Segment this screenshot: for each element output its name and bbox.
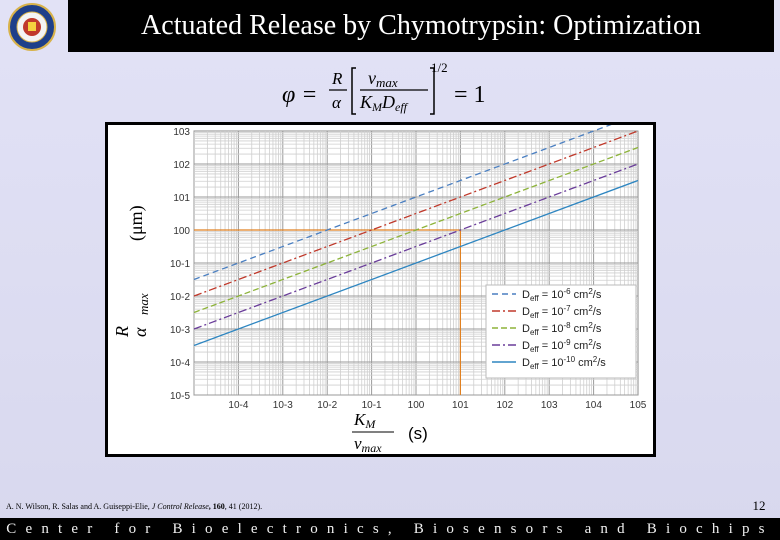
y-tick-label: 10-3 — [170, 325, 190, 336]
series-line-4 — [193, 163, 639, 330]
svg-text:(s): (s) — [408, 424, 428, 443]
legend-entry: Deff = 10-7 cm2/s — [522, 304, 602, 320]
svg-text:(μm): (μm) — [126, 205, 147, 241]
footer-bar: Center for Bioelectronics, Biosensors an… — [0, 518, 780, 540]
citation-authors: A. N. Wilson, R. Salas and A. Guiseppi-E… — [6, 502, 152, 511]
equation-km-deff: KMDeff — [359, 92, 409, 114]
equation-alpha: α — [332, 93, 342, 112]
equation-vmax: vmax — [368, 68, 398, 90]
legend-entry: Deff = 10-6 cm2/s — [522, 287, 602, 303]
legend-entry: Deff = 10-10 cm2/s — [522, 355, 606, 371]
y-tick-label: 100 — [173, 226, 190, 237]
x-tick-label: 104 — [585, 400, 602, 411]
y-axis-label: R α max (μm) — [112, 205, 151, 338]
x-axis-label: KM vmax (s) — [352, 410, 428, 454]
y-tick-label: 10-4 — [170, 358, 190, 369]
university-seal-icon — [8, 3, 56, 51]
x-tick-label: 101 — [452, 400, 469, 411]
y-tick-label: 103 — [173, 127, 190, 138]
equation-lhs: φ = — [282, 82, 317, 108]
x-tick-label: 105 — [630, 400, 647, 411]
svg-text:KM: KM — [353, 410, 376, 431]
series-line-5 — [193, 179, 639, 347]
y-tick-label: 102 — [173, 160, 190, 171]
legend-entry: Deff = 10-9 cm2/s — [522, 338, 602, 354]
series-line-3 — [193, 146, 639, 314]
series-line-2 — [193, 130, 639, 297]
equation-power: 1/2 — [431, 60, 448, 75]
citation-volume: , 160 — [208, 502, 225, 511]
citation: A. N. Wilson, R. Salas and A. Guiseppi-E… — [6, 502, 526, 511]
series-line-1 — [193, 125, 612, 281]
svg-text:R: R — [112, 326, 132, 338]
x-tick-label: 100 — [408, 400, 425, 411]
citation-journal: J Control Release — [151, 502, 209, 511]
series-layer — [193, 125, 639, 347]
x-tick-label: 102 — [496, 400, 513, 411]
equation-rhs: = 1 — [454, 82, 486, 108]
citation-pages: , 41 (2012). — [224, 502, 263, 511]
legend-entry: Deff = 10-8 cm2/s — [522, 321, 602, 337]
y-tick-label: 10-2 — [170, 292, 190, 303]
y-tick-label: 10-1 — [170, 259, 190, 270]
equation-r: R — [331, 69, 343, 88]
x-tick-label: 103 — [541, 400, 558, 411]
footer-text: Center for Bioelectronics, Biosensors an… — [6, 521, 774, 537]
x-tick-label: 10-1 — [362, 400, 382, 411]
svg-text:vmax: vmax — [354, 434, 382, 454]
page-number: 12 — [752, 498, 766, 513]
svg-text:α: α — [130, 327, 150, 337]
tick-labels: 10-4 10-3 10-2 10-1 100 101 102 103 104 105 10-5 10… — [170, 127, 647, 411]
y-tick-label: 10-5 — [170, 391, 190, 402]
x-tick-label: 10-2 — [317, 400, 337, 411]
release-chart: 10-4 10-3 10-2 10-1 100 101 102 103 104 105 10-5 10… — [108, 125, 653, 454]
optimization-equation: φ = R α vmax KMDeff 1/2 = 1 — [282, 60, 486, 115]
x-tick-label: 10-4 — [228, 400, 248, 411]
chart-frame: 10-4 10-3 10-2 10-1 100 101 102 103 104 105 10-5 10… — [105, 122, 656, 457]
x-tick-label: 10-3 — [273, 400, 293, 411]
slide-title: Actuated Release by Chymotrypsin: Optimi… — [141, 10, 701, 41]
title-bar: Actuated Release by Chymotrypsin: Optimi… — [68, 0, 774, 52]
svg-text:max: max — [136, 293, 151, 315]
y-tick-label: 101 — [173, 193, 190, 204]
